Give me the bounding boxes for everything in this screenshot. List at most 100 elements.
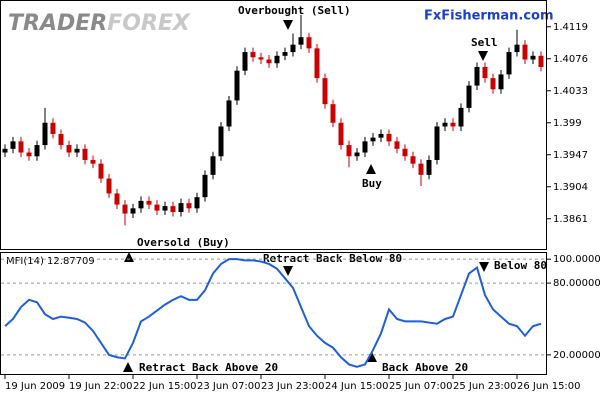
- candle-body: [474, 66, 480, 86]
- candle-body: [74, 148, 80, 153]
- x-tick-label: 23 Jun 07:00: [197, 381, 261, 392]
- candle-body: [58, 133, 64, 146]
- arrow: [283, 266, 293, 276]
- candle-body: [354, 152, 360, 157]
- candle-body: [442, 122, 448, 127]
- x-tick-label: 24 Jun 15:00: [325, 381, 389, 392]
- y-tick-label: 1.3947: [553, 150, 588, 161]
- candle-body: [226, 100, 232, 127]
- candle-body: [458, 107, 464, 127]
- candle-body: [42, 122, 48, 146]
- candle-body: [298, 37, 304, 45]
- candle-body: [538, 55, 544, 67]
- candle-body: [258, 57, 264, 60]
- candle-body: [2, 148, 8, 153]
- arrow: [479, 262, 489, 272]
- candle-body: [282, 52, 288, 56]
- logo-part: FOREX: [107, 11, 191, 36]
- candle-body: [18, 141, 24, 153]
- candle-body: [242, 52, 248, 71]
- candle-body: [290, 44, 296, 53]
- candle-body: [402, 148, 408, 157]
- candle-body: [378, 133, 384, 138]
- candle-body: [274, 55, 280, 64]
- candle-body: [170, 206, 176, 213]
- y-tick-label: 1.4076: [553, 54, 588, 65]
- annotation: Overbought (Sell): [238, 4, 351, 17]
- y-tick-label: 80.00000: [553, 278, 600, 289]
- annotation: Retract Back Above 20: [139, 361, 278, 374]
- candle-body: [322, 78, 328, 105]
- candle-body: [426, 159, 432, 175]
- candle-body: [506, 52, 512, 75]
- arrow: [478, 51, 488, 61]
- site: FxFisherman.com: [424, 9, 554, 24]
- y-tick-label: 1.4119: [553, 22, 588, 33]
- annotation: Retract Back Below 80: [263, 252, 402, 265]
- x-tick-label: 19 Jun 22:00: [69, 381, 133, 392]
- x-tick-label: 25 Jun 23:00: [453, 381, 517, 392]
- candle-body: [90, 159, 96, 164]
- candle-body: [154, 204, 160, 211]
- arrow: [124, 252, 134, 262]
- candle-body: [530, 55, 536, 60]
- y-tick-label: 20.00000: [553, 350, 600, 361]
- x-tick-label: 23 Jun 23:00: [261, 381, 325, 392]
- candle-body: [146, 200, 152, 205]
- candle-body: [386, 133, 392, 142]
- candle-body: [250, 52, 256, 58]
- candle-body: [306, 37, 312, 49]
- candle-body: [394, 141, 400, 149]
- candle-body: [498, 74, 504, 90]
- candle-body: [330, 104, 336, 123]
- candle-body: [10, 141, 16, 149]
- candle-body: [418, 163, 424, 175]
- candle-body: [178, 203, 184, 213]
- x-tick-label: 25 Jun 07:00: [389, 381, 453, 392]
- x-tick-label: 26 Jun 15:00: [517, 381, 581, 392]
- candle-body: [522, 44, 528, 60]
- candle-body: [210, 156, 216, 175]
- candle-body: [234, 70, 240, 101]
- y-tick-label: 1.3861: [553, 214, 588, 225]
- candle-body: [450, 122, 456, 127]
- candle-body: [370, 137, 376, 142]
- candle-body: [362, 141, 368, 153]
- candle-body: [66, 145, 72, 153]
- candle-body: [218, 126, 224, 157]
- arrow: [367, 352, 377, 362]
- annotation: Sell: [471, 36, 498, 49]
- candle-body: [114, 193, 120, 205]
- candle-body: [98, 163, 104, 179]
- y-tick-label: 100.00000: [553, 254, 600, 265]
- annotation: Back Above 20: [382, 361, 468, 374]
- annotation: Oversold (Buy): [137, 236, 230, 249]
- mfi-line: [4, 258, 542, 368]
- candle-body: [50, 122, 56, 134]
- arrow: [123, 362, 133, 372]
- indicator-frame: [0, 252, 547, 375]
- candle-body: [466, 85, 472, 108]
- candle-body: [410, 156, 416, 164]
- x-tick-label: 19 Jun 2009: [5, 381, 65, 392]
- candle-body: [106, 178, 112, 194]
- y-tick-label: 1.399: [553, 118, 582, 129]
- candle-body: [266, 59, 272, 64]
- candle-body: [186, 203, 192, 209]
- y-tick-label: 1.4033: [553, 86, 588, 97]
- candle-body: [314, 48, 320, 79]
- candle-body: [26, 152, 32, 157]
- annotation: Buy: [362, 177, 382, 190]
- candle-body: [490, 78, 496, 90]
- logo-part: TRADER: [8, 11, 107, 36]
- candle-body: [202, 174, 208, 198]
- x-tick-label: 22 Jun 15:00: [133, 381, 197, 392]
- annotation: Below 80: [494, 259, 547, 272]
- y-tick-label: 1.3904: [553, 182, 588, 193]
- candle-body: [194, 197, 200, 209]
- candle-body: [122, 204, 128, 214]
- candle-body: [346, 145, 352, 157]
- arrow: [366, 164, 376, 174]
